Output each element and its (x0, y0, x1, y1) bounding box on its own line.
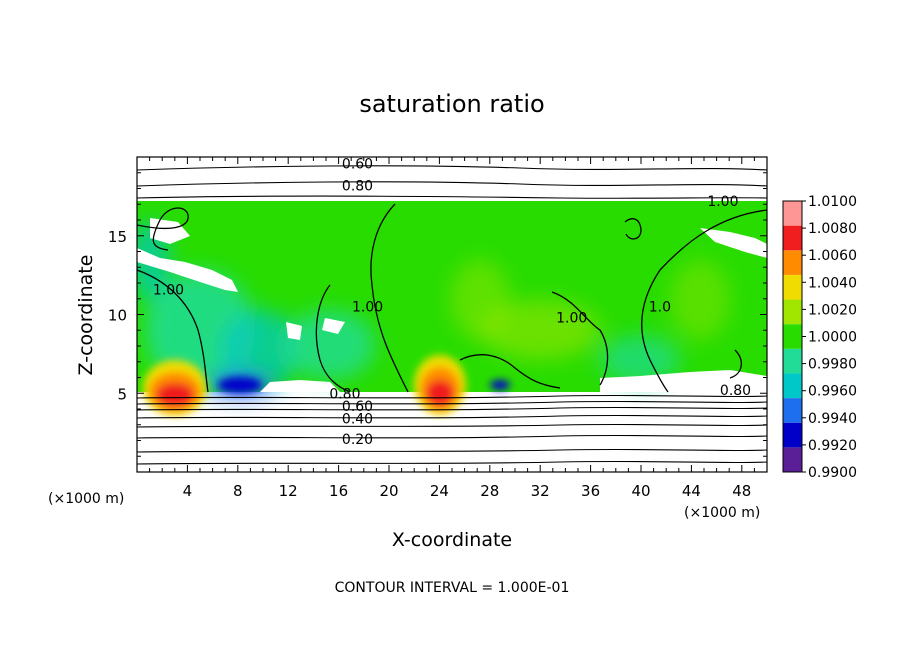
x-tick-label: 12 (279, 482, 298, 500)
x-tick-label: 8 (233, 482, 243, 500)
x-tick-label: 20 (379, 482, 398, 500)
y-tick-label: 10 (108, 307, 127, 325)
chart-title: saturation ratio (359, 90, 544, 118)
x-tick-label: 4 (183, 482, 193, 500)
x-tick-label: 48 (732, 482, 751, 500)
colorbar-label: 1.0020 (808, 302, 857, 318)
colorbar-label: 1.0000 (808, 330, 857, 346)
x-tick-label: 16 (329, 482, 348, 500)
colorbar-label: 0.9940 (808, 411, 857, 427)
field-shading (137, 220, 730, 397)
y-tick-label: 15 (108, 228, 127, 246)
colorbar-label: 1.0040 (808, 275, 857, 291)
colorbar-swatch (783, 274, 802, 300)
colorbar-swatch (783, 348, 802, 374)
colorbar: 0.9900 0.9920 0.9940 0.9960 0.9980 1.0000 1.00… (782, 194, 857, 481)
colorbar-label: 0.9920 (808, 438, 857, 454)
unsaturated-pockets (137, 218, 767, 392)
contour-label: 0.60 (342, 156, 373, 172)
contour-interval-note: CONTOUR INTERVAL = 1.000E-01 (335, 580, 570, 596)
contour-label: 0.20 (342, 432, 373, 448)
colorbar-swatch (783, 250, 802, 275)
colorbar-label: 0.9980 (808, 357, 857, 373)
warm-plumes (143, 355, 510, 416)
colorbar-label: 1.0080 (808, 221, 857, 237)
colorbar-label: 1.0100 (808, 194, 857, 210)
x-axis-label: X-coordinate (392, 529, 512, 551)
y-axis-label: Z-coordinate (75, 255, 97, 376)
contour-label: 0.80 (329, 386, 360, 402)
x-axis-unit-right: (×1000 m) (684, 505, 760, 521)
colorbar-swatch (783, 398, 802, 423)
contour-label: 1.00 (556, 311, 587, 327)
contour-label: 0.80 (720, 383, 751, 399)
colorbar-swatch (783, 299, 802, 325)
colorbar-swatch (783, 225, 802, 251)
colorbar-swatch (783, 324, 802, 349)
y-axis: 5 10 15 (108, 172, 767, 457)
contour-label: 1.0 (649, 300, 671, 316)
contour-label: 0.80 (342, 178, 373, 194)
x-axis-unit-left: (×1000 m) (48, 491, 124, 507)
contours-background (137, 165, 767, 465)
colorbar-label: 0.9900 (808, 465, 857, 481)
y-tick-label: 5 (117, 385, 127, 403)
contour-label: 0.60 (342, 399, 373, 415)
colorbar-label: 1.0060 (808, 248, 857, 264)
x-tick-label: 24 (430, 482, 449, 500)
colorbar-swatch (783, 447, 802, 472)
contours-1-00 (137, 203, 767, 393)
contour-label: 1.00 (352, 300, 383, 316)
x-tick-label: 44 (682, 482, 701, 500)
x-tick-label: 36 (581, 482, 600, 500)
x-axis: 4 8 12 16 20 24 28 32 36 40 44 48 (149, 157, 755, 500)
x-tick-label: 32 (531, 482, 550, 500)
contour-labels: 0.600.801.001.001.001.001.00.800.600.400… (153, 156, 751, 448)
x-tick-label: 28 (480, 482, 499, 500)
colorbar-swatch (783, 201, 802, 226)
contour-label: 1.00 (707, 194, 738, 210)
x-tick-label: 40 (631, 482, 650, 500)
colorbar-swatch (783, 422, 802, 448)
contour-label: 0.40 (342, 411, 373, 427)
plot-area (137, 165, 767, 465)
colorbar-label: 0.9960 (808, 384, 857, 400)
contour-label: 1.00 (153, 282, 184, 298)
colorbar-swatch (783, 373, 802, 399)
